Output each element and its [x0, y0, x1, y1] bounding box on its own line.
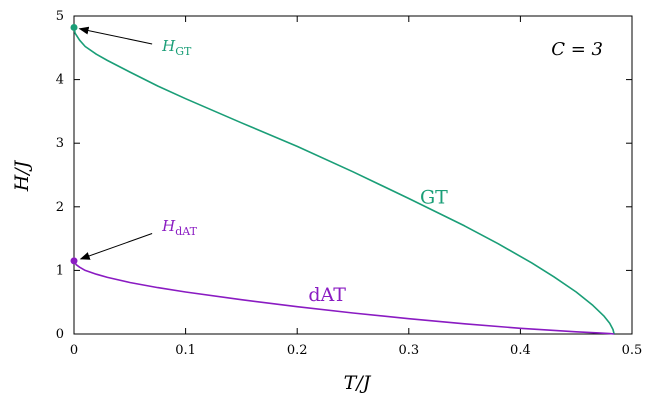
y-tick-label: 2 — [56, 200, 64, 215]
series-group — [70, 23, 615, 335]
endpoint-marker — [70, 257, 78, 265]
x-tick-label: 0.4 — [510, 343, 531, 358]
endpoint-marker — [70, 23, 78, 31]
y-tick-label: 4 — [56, 73, 64, 88]
y-tick-label: 1 — [56, 263, 64, 278]
series-line-gt — [73, 27, 615, 335]
annotation-arrow — [78, 26, 153, 45]
x-tick-label: 0 — [70, 343, 78, 358]
x-tick-label: 0.3 — [398, 343, 419, 358]
x-tick-label: 0.1 — [175, 343, 196, 358]
plot-frame — [73, 15, 633, 335]
curve-label: GT — [420, 187, 448, 209]
y-tick-label: 3 — [56, 136, 64, 151]
x-axis-label: T/J — [344, 372, 372, 394]
annotation-label: HdAT — [161, 217, 197, 238]
curve-label: dAT — [308, 284, 346, 306]
y-axis-label: H/J — [11, 159, 33, 192]
annotation-group: GT dAT HGT HdAT — [78, 26, 448, 306]
y-tick-label: 5 — [56, 9, 64, 24]
x-tick-label: 0.2 — [287, 343, 308, 358]
annotation-arrow — [79, 233, 153, 260]
axes-frame-group: 0 0.1 0.2 0.3 0.4 0.5 0 1 2 3 4 5 — [56, 9, 643, 358]
panel-label: C = 3 — [551, 39, 603, 60]
x-tick-label: 0.5 — [622, 343, 643, 358]
series-line-dat — [73, 260, 615, 335]
annotation-label: HGT — [161, 37, 192, 58]
y-tick-label: 0 — [56, 327, 64, 342]
